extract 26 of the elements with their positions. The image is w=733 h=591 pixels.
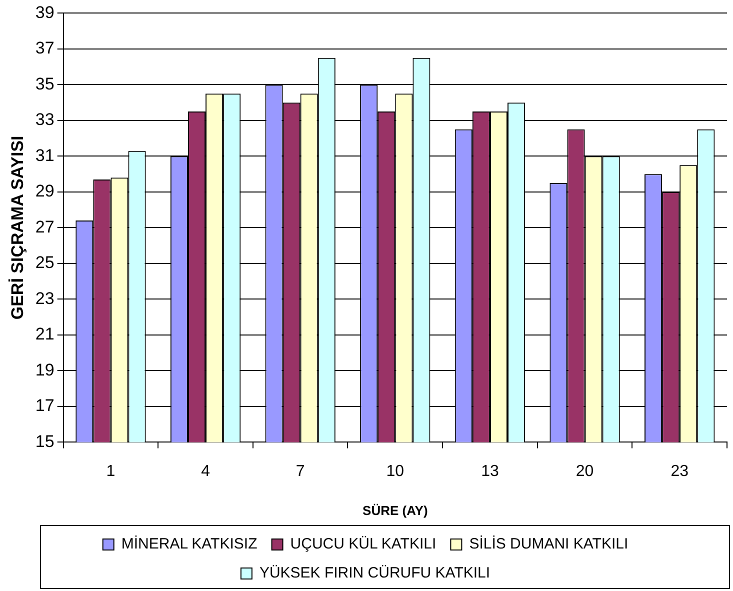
x-axis-title: SÜRE (AY) xyxy=(362,502,428,518)
y-tick-label: 31 xyxy=(35,146,54,165)
y-tick-label: 17 xyxy=(35,396,54,416)
y-tick-label: 35 xyxy=(35,74,54,94)
x-tick-label: 4 xyxy=(201,463,210,480)
y-tick-label: 37 xyxy=(35,38,54,58)
y-tick-label: 19 xyxy=(35,360,54,380)
y-tick-label: 39 xyxy=(35,2,54,22)
y-tick-label: 15 xyxy=(35,432,54,451)
legend-label: MİNERAL KATKISIZ xyxy=(121,534,258,553)
y-tick-label: 25 xyxy=(35,253,54,272)
x-tick-label: 7 xyxy=(296,463,305,480)
y-axis-title: GERİ SIÇRAMA SAYISI xyxy=(8,136,27,320)
x-tick-label: 20 xyxy=(576,463,594,480)
y-tick-label: 23 xyxy=(35,288,54,308)
x-tick-label: 23 xyxy=(670,463,689,480)
y-tick-label: 29 xyxy=(35,182,54,201)
y-tick-label: 27 xyxy=(35,217,54,236)
y-tick-label: 33 xyxy=(35,110,54,130)
legend-label: UÇUCU KÜL KATKILI xyxy=(290,536,436,553)
x-tick-label: 1 xyxy=(106,463,116,480)
x-tick-label: 13 xyxy=(481,463,499,480)
x-tick-label: 10 xyxy=(386,463,404,480)
y-tick-label: 21 xyxy=(35,324,54,344)
legend-label: YÜKSEK FIRIN CÜRUFU KATKILI xyxy=(259,564,490,582)
legend-label: SİLİS DUMANI KATKILI xyxy=(469,534,628,553)
